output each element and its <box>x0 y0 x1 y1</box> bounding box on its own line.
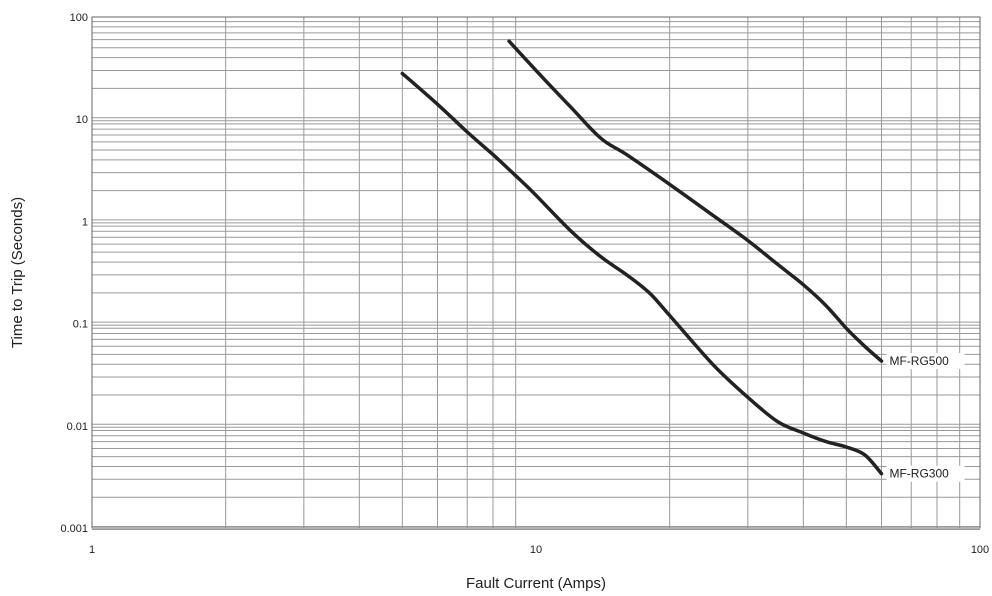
y-tick-label: 0.01 <box>67 421 88 433</box>
series-line-mf-rg500 <box>507 39 884 363</box>
x-tick-label: 1 <box>89 544 95 556</box>
y-tick-label: 100 <box>70 12 88 24</box>
x-tick-label: 10 <box>530 544 542 556</box>
series-line-mf-rg300 <box>400 71 884 476</box>
y-tick-label: 0.001 <box>60 523 88 535</box>
x-axis-title: Fault Current (Amps) <box>466 575 606 592</box>
y-axis-ticks: 0.001 0.01 0.1 1 10 100 <box>60 12 88 535</box>
series-lines <box>400 39 884 476</box>
y-axis-title: Time to Trip (Seconds) <box>9 197 26 348</box>
series-label-bg <box>886 353 965 370</box>
series-label-mf-rg500: MF-RG500 <box>889 354 949 368</box>
series-labels: MF-RG500 MF-RG300 <box>886 353 965 482</box>
x-axis-ticks: 1 10 100 <box>89 544 989 556</box>
series-label-mf-rg300: MF-RG300 <box>889 467 949 481</box>
y-tick-label: 0.1 <box>73 319 88 331</box>
y-tick-label: 1 <box>82 216 88 228</box>
y-tick-label: 10 <box>76 114 88 126</box>
x-tick-label: 100 <box>971 544 989 556</box>
series-label-bg <box>886 465 965 482</box>
plot-grid <box>92 17 980 530</box>
plot-frame <box>91 16 981 529</box>
